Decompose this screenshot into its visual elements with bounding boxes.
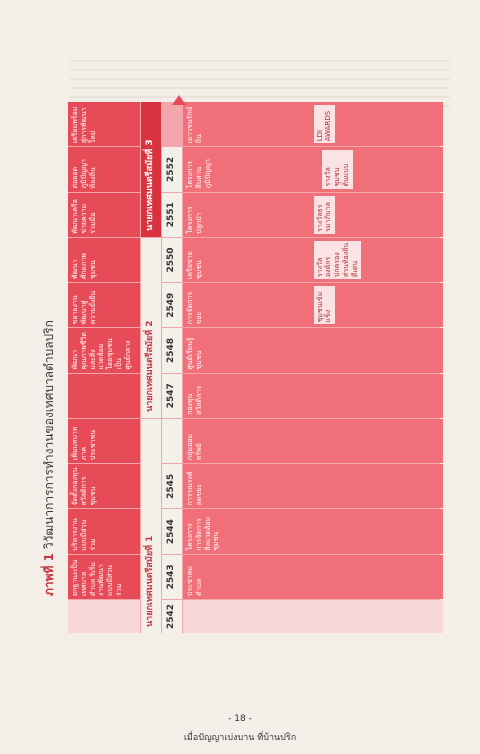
figure-caption: ภาพที่ 1 วิวัฒนาการการทำงานของเทศบาลตำบล… <box>40 320 59 596</box>
year-cell: 2549 <box>162 283 182 328</box>
row-label-cell <box>183 600 443 633</box>
header-cell: พัฒนาศักยภาพชุมชน <box>68 237 140 283</box>
header-cell: บริหารงานแบบมีส่วนร่วม <box>68 509 140 554</box>
activity-text: เครือข่ายชุมชน <box>186 251 203 280</box>
activity-cell: โครงการสืบสานภูมิปัญญา รางวัลชุมชนต้นแบบ <box>183 147 443 192</box>
year-cell: 2544 <box>162 509 182 554</box>
activity-cell: เยาวชนรักษ์ถิ่น LDI AWARDS <box>183 102 443 147</box>
activity-text: โครงการสืบสานภูมิปัญญา <box>186 159 212 189</box>
timeline-grid: ยกฐานะเป็นเทศบาลตำบล ริเริ่มงานพัฒนาแบบม… <box>68 102 443 633</box>
outcome-text: รางวัลองค์กรปกครองส่วนท้องถิ่นดีเด่น <box>313 240 362 280</box>
figure-title: วิวัฒนาการการทำงานของเทศบาลตำบลปริก <box>42 320 56 550</box>
activity-cell: การรณรงค์ลดขยะ <box>183 464 443 509</box>
book-title: เมื่อปัญญาเบ่งบาน ที่บ้านปริก <box>183 733 297 743</box>
timeline-table: ยกฐานะเป็นเทศบาลตำบล ริเริ่มงานพัฒนาแบบม… <box>68 102 443 633</box>
outcome-text: ชุมชนเข้มแข็ง <box>313 286 335 325</box>
activity-text: เยาวชนรักษ์ถิ่น <box>186 106 203 144</box>
activity-cell: การจัดการขยะ ชุมชนเข้มแข็ง <box>183 283 443 328</box>
header-cell: ต่อยอดภูมิปัญญาท้องถิ่น <box>68 147 140 192</box>
header-cell: ยกฐานะเป็นเทศบาลตำบล ริเริ่มงานพัฒนาแบบม… <box>68 554 140 599</box>
activity-cell: ประชาคมตำบล <box>183 554 443 599</box>
activity-cell: กลุ่มออมทรัพย์ <box>183 418 443 464</box>
activity-text: กองทุนสวัสดิการ <box>186 385 203 415</box>
bleed-through-text <box>70 60 450 110</box>
header-cell: พัฒนาเครือข่ายความร่วมมือ <box>68 192 140 237</box>
activity-text: โครงการการจัดการสิ่งแวดล้อมชุมชน <box>186 516 221 551</box>
era-label-3: นายกเทศมนตรีสมัยที่ 3 <box>141 102 161 237</box>
activity-text: การจัดการขยะ <box>186 291 203 325</box>
header-cell: เตรียมพร้อมสู่การพัฒนาใหม่ <box>68 102 140 147</box>
header-cell: เพิ่มบทบาทภาคประชาชน <box>68 418 140 464</box>
year-cell: 2545 <box>162 464 182 509</box>
activity-cell: โครงการการจัดการสิ่งแวดล้อมชุมชน <box>183 509 443 554</box>
year-cell: 2551 <box>162 192 182 237</box>
outcome-text: รางวัลชุมชนต้นแบบ <box>322 150 353 189</box>
activity-text: โครงการปลูกป่า <box>186 206 203 234</box>
corner-cell <box>68 600 140 633</box>
activity-text: ประชาคมตำบล <box>186 566 203 596</box>
figure-label: ภาพที่ 1 <box>42 553 56 596</box>
page-number: - 18 - <box>228 714 252 724</box>
activity-text: ศูนย์เรียนรู้ชุมชน <box>186 337 203 370</box>
year-cell: 2550 <box>162 237 182 283</box>
header-cell: ขยายงานพัฒนาสู่ความยั่งยืน <box>68 283 140 328</box>
header-cell: พัฒนาคุณภาพชีวิตและสิ่งแวดล้อมโดยชุมชนเป… <box>68 328 140 373</box>
year-cell-extra <box>162 418 182 464</box>
activity-text: การรณรงค์ลดขยะ <box>186 471 203 506</box>
activity-text: กลุ่มออมทรัพย์ <box>186 434 203 461</box>
activity-cell: ศูนย์เรียนรู้ชุมชน <box>183 328 443 373</box>
outcome-text: รางวัลธรรมาภิบาล <box>313 195 335 234</box>
activity-cell: โครงการปลูกป่า รางวัลธรรมาภิบาล <box>183 192 443 237</box>
year-cell: 2543 <box>162 554 182 599</box>
header-cell: จัดตั้งกองทุนสวัสดิการชุมชน <box>68 464 140 509</box>
timeline-arrow-icon <box>172 95 186 105</box>
era-label-1: นายกเทศมนตรีสมัยที่ 1 <box>141 418 161 633</box>
era-label-2: นายกเทศมนตรีสมัยที่ 2 <box>141 237 161 418</box>
year-cell: 2552 <box>162 147 182 192</box>
outcome-text: LDI AWARDS <box>313 105 335 144</box>
activity-cell: กองทุนสวัสดิการ <box>183 373 443 418</box>
header-cell-extra <box>68 373 140 418</box>
year-cell: 2548 <box>162 328 182 373</box>
year-cell: 2542 <box>162 600 182 633</box>
year-cell: 2547 <box>162 373 182 418</box>
activity-cell: เครือข่ายชุมชน รางวัลองค์กรปกครองส่วนท้อง… <box>183 237 443 283</box>
